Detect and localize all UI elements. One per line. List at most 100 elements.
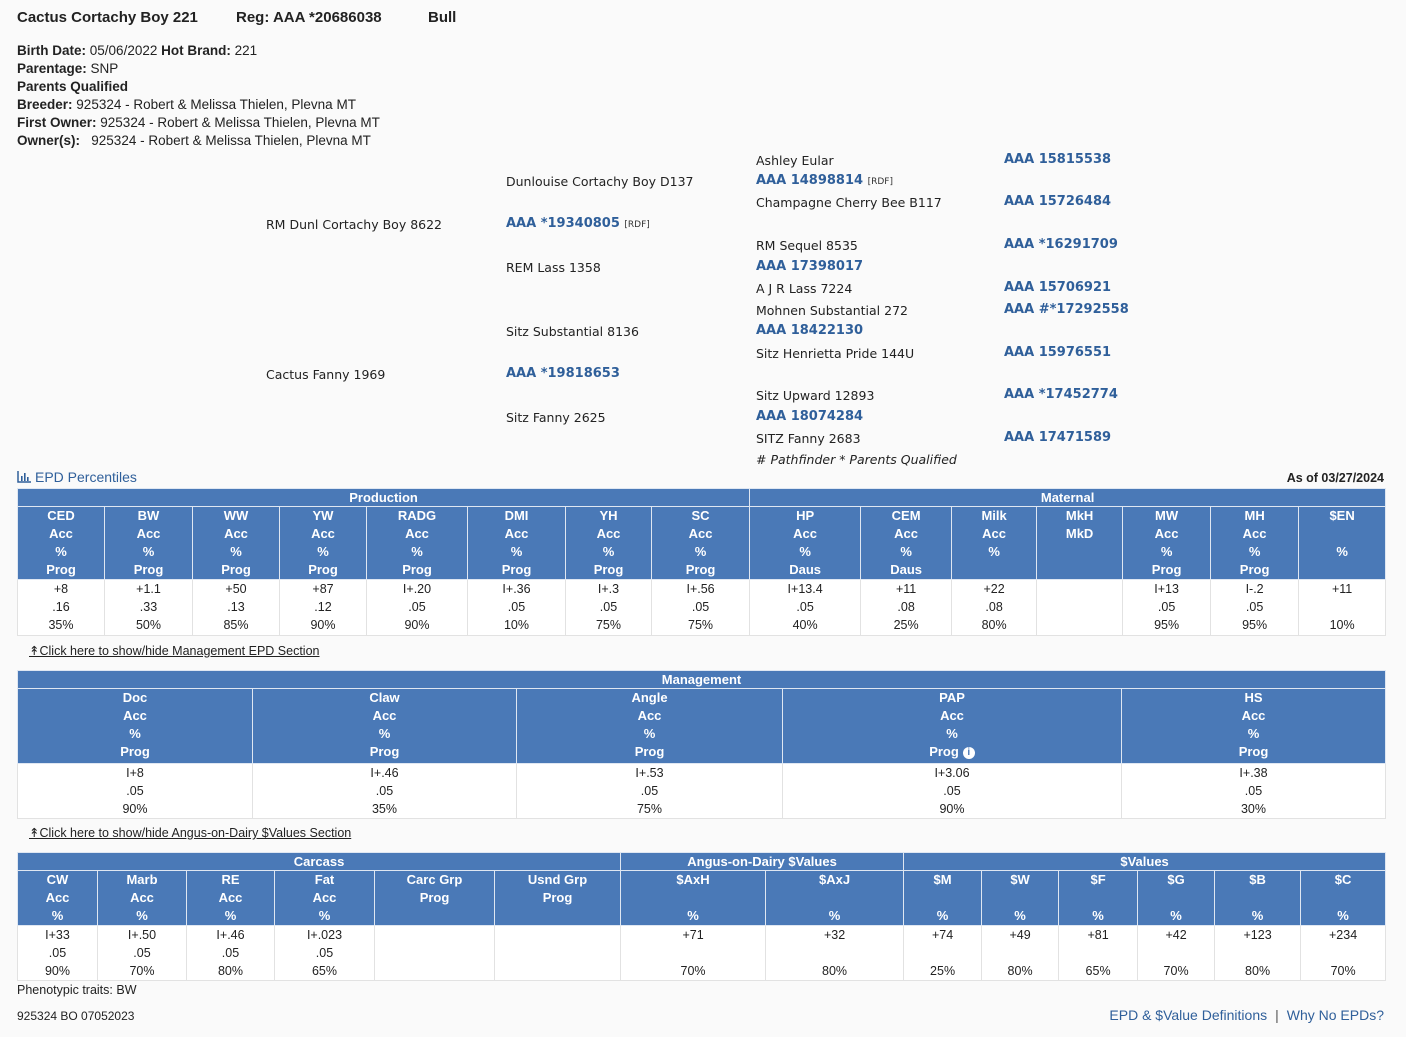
- percentile-value: 75%: [636, 802, 663, 816]
- column-header-ced[interactable]: CED Acc% Prog: [17, 506, 105, 580]
- birth-date-label: Birth Date:: [17, 43, 87, 58]
- toggle-dairy-link[interactable]: ↟Click here to show/hide Angus-on-Dairy …: [29, 825, 351, 840]
- breeder-label: Breeder:: [17, 97, 73, 112]
- epd-value: I+13.4: [787, 582, 823, 596]
- column-header-re[interactable]: RE Acc%: [186, 870, 275, 926]
- pedigree-ddd-reg[interactable]: AAA 17471589: [1004, 430, 1112, 445]
- column-header-dollar-en[interactable]: $EN%: [1298, 506, 1387, 580]
- accuracy-value: [1059, 944, 1137, 962]
- pedigree-ssd-reg[interactable]: AAA 15726484: [1004, 194, 1112, 209]
- percentile-value: 75%: [688, 618, 714, 632]
- column-header-yh[interactable]: YH Acc% Prog: [565, 506, 652, 580]
- percentile-value: 80%: [1007, 964, 1033, 978]
- pedigree-sd-reg[interactable]: AAA 17398017: [756, 259, 864, 274]
- column-header-hs[interactable]: HS Acc% Prog: [1121, 688, 1386, 764]
- column-header-carc-grp[interactable]: Carc Grp Prog: [374, 870, 495, 926]
- column-header-hp[interactable]: HP Acc% Daus: [749, 506, 862, 580]
- toggle-management-link[interactable]: ↟Click here to show/hide Management EPD …: [29, 643, 320, 658]
- pedigree-sds-reg[interactable]: AAA *16291709: [1004, 237, 1118, 252]
- accuracy-value: .05: [640, 784, 659, 798]
- accuracy-value: [1215, 944, 1300, 962]
- column-header-ww[interactable]: WW Acc% Prog: [192, 506, 280, 580]
- column-header-milk[interactable]: Milk Acc%: [951, 506, 1038, 580]
- column-header-dmi[interactable]: DMI Acc% Prog: [467, 506, 566, 580]
- pedigree-ss-name: Dunlouise Cortachy Boy D137: [506, 174, 694, 189]
- column-header-claw[interactable]: Claw Acc% Prog: [252, 688, 517, 764]
- accuracy-value: .05: [315, 946, 334, 960]
- percentile-value: 50%: [135, 618, 162, 632]
- carcass-values-table: Carcass Angus-on-Dairy $Values $Values CW Ac…: [16, 852, 1387, 981]
- column-header-fat[interactable]: Fat Acc%: [274, 870, 375, 926]
- value-cell-milk: +22 .08 80%: [951, 579, 1038, 636]
- header-line: Prog: [402, 562, 432, 577]
- column-header-pap[interactable]: PAP Acc% Prog i: [782, 688, 1122, 764]
- percentile-value: 90%: [122, 802, 148, 816]
- accuracy-value: .05: [48, 946, 67, 960]
- column-header-doc[interactable]: Doc Acc% Prog: [17, 688, 253, 764]
- header-line: %: [936, 908, 949, 923]
- column-header-usnd-grp[interactable]: Usnd Grp Prog: [493, 870, 622, 926]
- column-header-mw[interactable]: MW Acc% Prog: [1122, 506, 1212, 580]
- column-header-dollar-g[interactable]: $G%: [1137, 870, 1216, 926]
- column-header-cw[interactable]: CW Acc%: [17, 870, 98, 926]
- accuracy-value: .05: [599, 600, 618, 614]
- column-header-mh[interactable]: MH Acc% Prog: [1210, 506, 1300, 580]
- column-header-dollar-axh[interactable]: $AxH%: [620, 870, 767, 926]
- column-header-cem[interactable]: CEM Acc% Daus: [860, 506, 953, 580]
- epd-percentiles-title[interactable]: EPD Percentiles: [17, 469, 137, 486]
- animal-name: Cactus Cortachy Boy 221: [17, 9, 198, 26]
- epd-value: +87: [312, 582, 334, 596]
- column-header-dollar-axj[interactable]: $AxJ%: [765, 870, 905, 926]
- column-header-yw[interactable]: YW Acc% Prog: [279, 506, 367, 580]
- header-line: %: [510, 544, 523, 559]
- column-header-bw[interactable]: BW Acc% Prog: [104, 506, 193, 580]
- column-header-dollar-f[interactable]: $F%: [1058, 870, 1139, 926]
- pedigree-dds-reg[interactable]: AAA *17452774: [1004, 387, 1118, 402]
- accuracy-value: .08: [985, 600, 1003, 614]
- epd-value: I-.2: [1245, 582, 1264, 596]
- accuracy-value: [1037, 598, 1122, 616]
- group-header-carcass: Carcass: [16, 852, 622, 871]
- pedigree-ds-reg[interactable]: AAA 18422130: [756, 323, 864, 338]
- epd-table: Production Maternal CED Acc% Prog BW Acc% Prog W…: [16, 488, 1387, 636]
- pedigree-dd-reg[interactable]: AAA 18074284: [756, 409, 864, 424]
- pedigree-sss-reg[interactable]: AAA 15815538: [1004, 152, 1112, 167]
- why-no-epds-link[interactable]: Why No EPDs?: [1286, 1007, 1384, 1023]
- epd-definitions-link[interactable]: EPD & $Value Definitions: [1109, 1007, 1268, 1023]
- pedigree-dsd-reg[interactable]: AAA 15976551: [1004, 345, 1112, 360]
- header-line: BW: [137, 508, 160, 523]
- epd-value: +71: [682, 928, 704, 942]
- info-icon[interactable]: i: [962, 746, 975, 759]
- header-line: %: [1337, 908, 1349, 923]
- column-header-marb[interactable]: Marb Acc%: [97, 870, 187, 926]
- link-separator: |: [1275, 1007, 1279, 1023]
- pedigree-ss-reg[interactable]: AAA 14898814: [756, 173, 864, 188]
- header-line: Acc: [218, 890, 243, 905]
- column-header-angle[interactable]: Angle Acc% Prog: [516, 688, 783, 764]
- header-line: Acc: [49, 526, 73, 541]
- pedigree-sire-name: RM Dunl Cortachy Boy 8622: [266, 217, 443, 232]
- column-header-sc[interactable]: SC Acc% Prog: [650, 506, 751, 580]
- column-header-dollar-w[interactable]: $W%: [981, 870, 1060, 926]
- accuracy-value: .05: [133, 946, 151, 960]
- pedigree-dss-reg[interactable]: AAA #*17292558: [1004, 302, 1129, 317]
- column-header-dollar-c[interactable]: $C%: [1300, 870, 1387, 926]
- header-line: CW: [46, 872, 69, 887]
- percentile-value: 40%: [792, 618, 818, 632]
- column-header-mkh[interactable]: MkH MkD: [1036, 506, 1124, 580]
- header-line: Acc: [1242, 526, 1267, 541]
- column-header-dollar-b[interactable]: $B%: [1214, 870, 1302, 926]
- value-cell-usnd-grp: [493, 925, 622, 981]
- pedigree-dam-reg[interactable]: AAA *19818653: [506, 366, 620, 381]
- value-cell-mw: I+13 .05 95%: [1122, 579, 1212, 636]
- pedigree-sdd-reg[interactable]: AAA 15706921: [1004, 280, 1112, 295]
- column-header-radg[interactable]: RADG Acc% Prog: [366, 506, 468, 580]
- header-line: Prog: [1238, 744, 1269, 759]
- accuracy-value: .05: [221, 946, 240, 960]
- accuracy-value: [1299, 598, 1385, 616]
- bar-chart-icon: [17, 470, 31, 486]
- pedigree-sire-reg[interactable]: AAA *19340805: [506, 216, 620, 231]
- header-line: %: [828, 908, 841, 923]
- value-cell-dollar-axh: +71 70%: [620, 925, 767, 981]
- column-header-dollar-m[interactable]: $M%: [903, 870, 983, 926]
